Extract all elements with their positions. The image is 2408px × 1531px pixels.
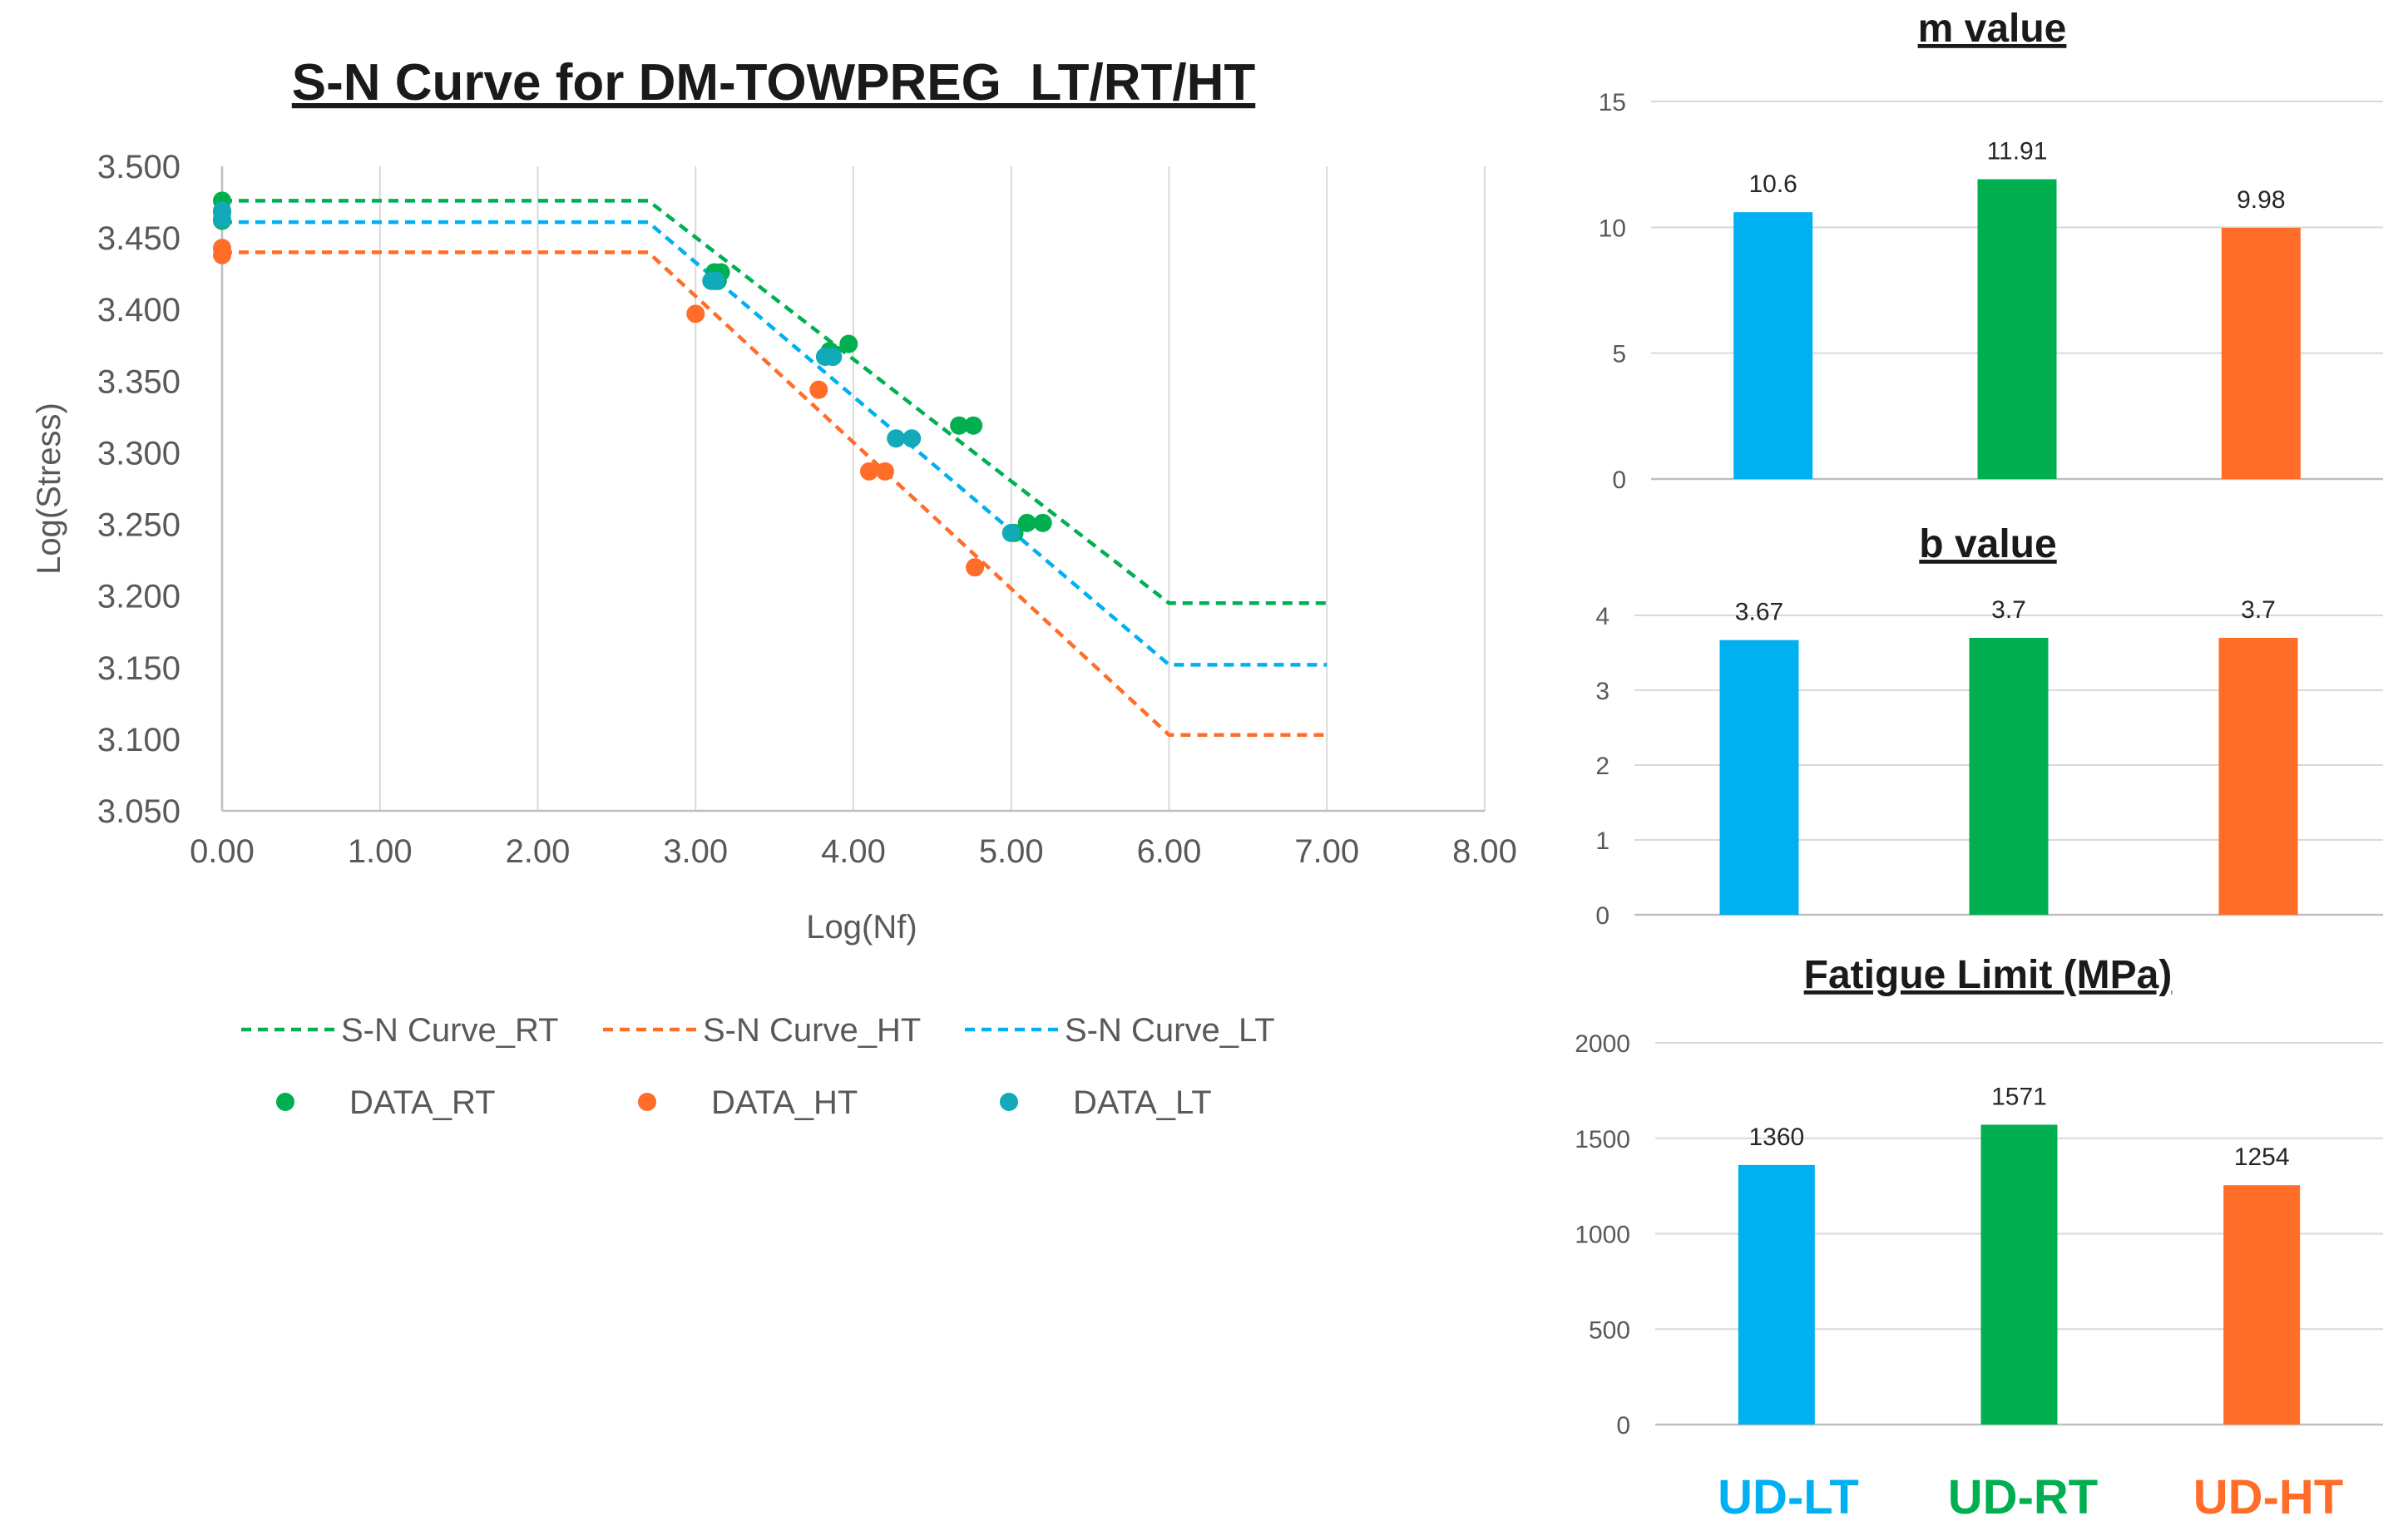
category-label-ud-rt: UD-RT: [1948, 1470, 2098, 1524]
y-tick-label: 3.100: [97, 722, 180, 758]
data-point-ht: [213, 245, 231, 264]
bar-ud-ht: [2218, 638, 2298, 915]
data-point-rt: [839, 334, 858, 353]
m-value-chart: m value 0 5 10 15 10.6 11.91 9.98: [1599, 7, 2383, 494]
y-axis-title: Log(Stress): [31, 403, 67, 575]
bar-ud-ht: [2221, 227, 2301, 479]
y-tick-label: 3.400: [97, 292, 180, 328]
x-tick-label: 6.00: [1137, 833, 1202, 870]
x-tick-label: 2.00: [506, 833, 571, 870]
legend-marker-ht: [638, 1093, 656, 1111]
bar-chart-title: b value: [1919, 522, 2056, 566]
legend-label: DATA_HT: [711, 1084, 858, 1121]
x-tick-label: 3.00: [663, 833, 728, 870]
y-tick-label: 3.350: [97, 363, 180, 400]
data-point-ht: [859, 462, 878, 481]
legend-label: S-N Curve_HT: [703, 1012, 921, 1049]
y-tick-label: 3.250: [97, 507, 180, 544]
b-value-chart: b value 0 1 2 3 4 3.67 3.7 3.7: [1595, 522, 2383, 930]
data-point-lt_marker: [213, 210, 231, 229]
bar-ud-rt: [1980, 1124, 2058, 1425]
sn-curve-chart: S-N Curve for DM-TOWPREG_LT/RT/HT 0.00 1.0…: [31, 54, 1517, 1121]
x-tick-label: 4.00: [821, 833, 886, 870]
x-tick-label: 7.00: [1294, 833, 1359, 870]
y-tick-label: 3.200: [97, 579, 180, 615]
legend-label: S-N Curve_LT: [1065, 1012, 1275, 1049]
bar-chart-title: m value: [1918, 7, 2067, 51]
data-point-rt: [950, 416, 969, 435]
bar-value-label: 1571: [1991, 1083, 2047, 1110]
category-label-ud-ht: UD-HT: [2193, 1470, 2343, 1524]
bar-value-label: 1254: [2234, 1143, 2290, 1171]
bar-ud-lt: [1738, 1164, 1815, 1425]
legend-label: S-N Curve_RT: [341, 1012, 559, 1049]
legend-label: DATA_LT: [1073, 1084, 1212, 1121]
bar-value-label: 3.67: [1735, 599, 1783, 626]
bar-y-tick-label: 4: [1595, 603, 1609, 630]
bar-y-tick-label: 0: [1595, 902, 1609, 930]
data-point-lt_marker: [823, 348, 843, 367]
x-axis-title: Log(Nf): [806, 909, 917, 946]
data-point-lt_marker: [706, 271, 725, 290]
data-point-ht: [966, 558, 985, 577]
data-point-lt_marker: [887, 429, 906, 448]
x-tick-label: 0.00: [190, 833, 255, 870]
y-tick-label: 3.300: [97, 435, 180, 472]
bar-chart-title: Fatigue Limit (MPa): [1804, 953, 2173, 997]
data-point-lt_marker: [902, 429, 922, 448]
bar-value-label: 9.98: [2237, 186, 2285, 214]
y-tick-label: 3.450: [97, 220, 180, 257]
bar-ud-rt: [1977, 179, 2057, 480]
data-point-ht: [875, 462, 894, 481]
bar-y-tick-label: 3: [1595, 678, 1609, 705]
bar-value-label: 3.7: [1991, 596, 2026, 624]
bar-y-tick-label: 10: [1599, 215, 1626, 242]
bar-value-label: 11.91: [1987, 138, 2048, 165]
fatigue-limit-chart: Fatigue Limit (MPa) 0 500 1000 1500 2000 1360 1…: [1575, 953, 2383, 1440]
data-point-rt: [964, 416, 983, 435]
bar-y-tick-label: 500: [1589, 1316, 1630, 1344]
bar-ud-ht: [2223, 1185, 2301, 1425]
bar-value-label: 1360: [1748, 1124, 1804, 1151]
category-label-ud-lt: UD-LT: [1718, 1470, 1859, 1524]
bar-ud-lt: [1719, 640, 1799, 915]
y-tick-label: 3.500: [97, 149, 180, 185]
x-tick-label: 5.00: [979, 833, 1044, 870]
sn-chart-title: S-N Curve for DM-TOWPREG_LT/RT/HT: [292, 54, 1256, 111]
bar-y-tick-label: 1500: [1575, 1126, 1630, 1153]
bar-value-label: 3.7: [2241, 596, 2276, 624]
legend-marker-lt_marker: [1000, 1093, 1018, 1111]
bar-value-label: 10.6: [1748, 170, 1797, 198]
bar-y-tick-label: 1: [1595, 827, 1609, 855]
bar-y-tick-label: 2000: [1575, 1030, 1630, 1058]
data-point-lt_marker: [1001, 523, 1021, 542]
bar-y-tick-label: 15: [1599, 89, 1626, 116]
bar-y-tick-label: 0: [1612, 467, 1626, 494]
data-point-rt: [1033, 513, 1052, 532]
category-footer: UD-LT UD-RT UD-HT: [1718, 1470, 2343, 1524]
bar-y-tick-label: 0: [1616, 1412, 1630, 1440]
legend-marker-rt: [276, 1093, 294, 1111]
bar-y-tick-label: 2: [1595, 753, 1609, 780]
sn-curve-line-ht: [222, 250, 1328, 737]
x-tick-label: 8.00: [1452, 833, 1517, 870]
data-point-rt: [1017, 513, 1036, 532]
sn-curve-line-lt: [222, 220, 1328, 667]
bar-y-tick-label: 1000: [1575, 1222, 1630, 1249]
x-tick-label: 1.00: [348, 833, 413, 870]
bar-ud-rt: [1969, 638, 2049, 915]
legend-label: DATA_RT: [349, 1084, 496, 1121]
sn-curve-line-rt: [222, 199, 1328, 605]
data-point-ht: [809, 380, 828, 399]
bar-ud-lt: [1733, 212, 1813, 479]
y-tick-label: 3.150: [97, 650, 180, 687]
data-point-ht: [686, 304, 705, 323]
y-tick-label: 3.050: [97, 793, 180, 830]
bar-y-tick-label: 5: [1612, 341, 1626, 368]
